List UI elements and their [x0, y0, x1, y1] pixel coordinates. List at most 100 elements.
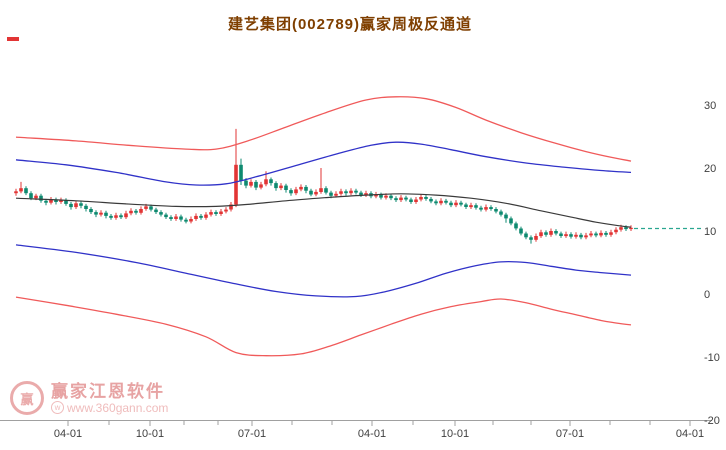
candle-body	[414, 199, 418, 202]
candle-body	[419, 197, 423, 200]
candle-body	[149, 206, 153, 210]
candle-body	[569, 234, 573, 237]
candle-body	[494, 209, 498, 212]
candle-body	[584, 235, 588, 238]
candle-body	[209, 212, 213, 215]
candle-body	[44, 200, 48, 203]
x-axis-label: 10-01	[136, 428, 164, 440]
candle-body	[324, 188, 328, 193]
candle-body	[259, 184, 263, 188]
y-axis-label: 0	[704, 289, 710, 301]
candle-body	[409, 199, 413, 202]
candle-body	[309, 190, 313, 195]
candle-body	[539, 232, 543, 237]
candle-body	[59, 200, 63, 202]
candles-group	[14, 128, 633, 244]
candle-body	[519, 228, 523, 234]
candle-body	[289, 190, 293, 194]
candle-body	[89, 209, 93, 213]
candle-body	[244, 180, 248, 186]
channel-line-upper-blue	[15, 141, 632, 186]
candle-body	[504, 214, 508, 219]
candle-body	[439, 200, 443, 204]
candle-body	[124, 213, 128, 218]
brand-logo-icon: 赢	[10, 381, 44, 415]
candle-body	[119, 215, 123, 218]
y-axis-label: -20	[704, 415, 720, 427]
candle-body	[239, 164, 243, 181]
candle-body	[619, 227, 623, 230]
candle-body	[229, 204, 233, 210]
candle-body	[194, 215, 198, 219]
candle-body	[84, 205, 88, 209]
candle-body	[79, 203, 83, 206]
x-axis-label: 04-01	[54, 428, 82, 440]
candle-body	[94, 212, 98, 215]
y-axis-label: 20	[704, 163, 716, 175]
candle-body	[74, 203, 78, 208]
watermark: 赢 赢家江恩软件 w www.360gann.com	[10, 381, 168, 415]
channel-line-upper-red	[15, 96, 632, 162]
candle-body	[279, 185, 283, 189]
candle-body	[574, 234, 578, 237]
candle-body	[509, 218, 513, 224]
candle-body	[529, 237, 533, 240]
brand-logo-glyph: 赢	[20, 391, 34, 407]
candle-body	[624, 227, 628, 230]
candle-body	[189, 219, 193, 222]
candle-body	[454, 202, 458, 206]
candle-body	[264, 179, 268, 185]
candle-body	[199, 215, 203, 218]
web-icon: w	[51, 401, 64, 414]
candle-body	[24, 188, 28, 194]
x-axis-label: 10-01	[441, 428, 469, 440]
candle-body	[299, 186, 303, 190]
candle-body	[104, 212, 108, 216]
candle-body	[19, 188, 23, 192]
candle-body	[219, 211, 223, 214]
candle-body	[564, 234, 568, 237]
x-axis-label: 04-01	[358, 428, 386, 440]
candle-body	[339, 191, 343, 194]
candle-body	[39, 195, 43, 201]
candle-body	[474, 205, 478, 208]
y-axis-label: 30	[704, 100, 716, 112]
candle-body	[424, 197, 428, 199]
candle-body	[214, 212, 218, 214]
candle-body	[444, 200, 448, 203]
candle-body	[159, 212, 163, 215]
candle-body	[524, 233, 528, 238]
candle-body	[449, 202, 453, 206]
candle-body	[249, 181, 253, 186]
candle-body	[129, 210, 133, 214]
channel-line-lower-blue	[15, 244, 632, 298]
watermark-url-line: w www.360gann.com	[51, 401, 168, 415]
candle-body	[359, 192, 363, 196]
candle-body	[164, 214, 168, 218]
y-axis-label: 10	[704, 226, 716, 238]
candle-body	[254, 181, 258, 188]
candle-body	[99, 212, 103, 215]
candle-body	[29, 193, 33, 199]
candle-body	[269, 179, 273, 184]
candle-body	[204, 214, 208, 218]
candle-body	[329, 192, 333, 196]
candle-body	[304, 186, 308, 191]
candle-body	[109, 215, 113, 218]
candle-body	[34, 195, 38, 199]
candle-body	[549, 231, 553, 235]
x-axis: 04-01 10-01 07-01 04-01 10-01 07-01 04-01	[0, 420, 712, 440]
watermark-url: www.360gann.com	[67, 400, 169, 415]
corner-marker-icon	[7, 37, 19, 41]
candle-body	[484, 207, 488, 210]
chart-title: 建艺集团(002789)赢家周极反通道	[227, 16, 473, 33]
candle-body	[389, 195, 393, 199]
candle-body	[144, 206, 148, 209]
candle-body	[614, 229, 618, 233]
candle-body	[469, 205, 473, 208]
candle-body	[464, 204, 468, 207]
candle-body	[134, 210, 138, 213]
candle-body	[554, 231, 558, 234]
candle-body	[69, 203, 73, 208]
